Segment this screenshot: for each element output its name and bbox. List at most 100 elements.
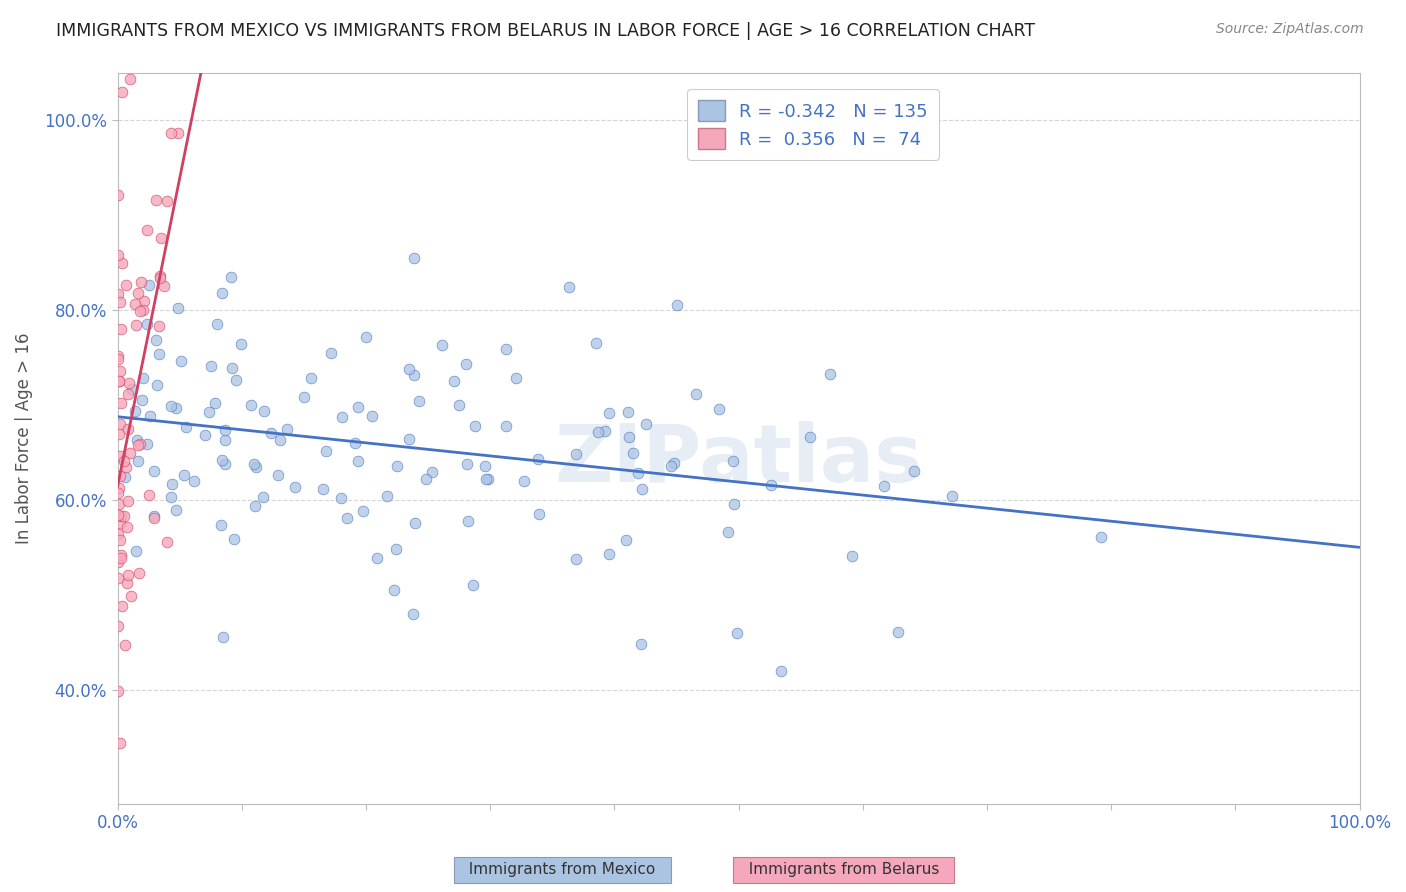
- Point: [112, 508, 135, 523]
- Point: [454, 357, 477, 371]
- Point: [225, 373, 247, 387]
- Point: [352, 504, 374, 518]
- Point: [128, 436, 150, 450]
- Point: [125, 318, 148, 333]
- Point: [117, 376, 139, 391]
- Point: [903, 464, 925, 478]
- Point: [330, 491, 353, 506]
- Point: [565, 447, 588, 461]
- Point: [415, 471, 437, 485]
- Point: [117, 422, 139, 436]
- Text: Immigrants from Belarus: Immigrants from Belarus: [738, 863, 949, 877]
- Point: [107, 684, 129, 698]
- Point: [666, 298, 689, 312]
- Point: [156, 194, 179, 208]
- Point: [108, 533, 131, 548]
- Point: [398, 432, 420, 446]
- Point: [356, 330, 378, 344]
- Point: [214, 433, 236, 447]
- Point: [127, 453, 149, 467]
- Point: [564, 552, 586, 566]
- Point: [239, 398, 262, 412]
- Point: [117, 387, 139, 401]
- Point: [107, 508, 129, 523]
- Point: [108, 417, 131, 431]
- Point: [145, 333, 167, 347]
- Point: [477, 472, 499, 486]
- Point: [449, 398, 471, 412]
- Point: [107, 426, 129, 441]
- Point: [443, 375, 465, 389]
- Point: [149, 271, 172, 285]
- Point: [153, 279, 176, 293]
- Point: [165, 401, 187, 416]
- Point: [107, 287, 129, 301]
- Point: [107, 618, 129, 632]
- Point: [148, 346, 170, 360]
- Point: [142, 509, 165, 524]
- Point: [627, 467, 650, 481]
- Point: [159, 399, 181, 413]
- Point: [107, 351, 129, 366]
- Point: [160, 126, 183, 140]
- Point: [526, 451, 548, 466]
- Point: [146, 378, 169, 392]
- Point: [513, 474, 536, 488]
- Point: [194, 428, 217, 442]
- Point: [200, 359, 222, 373]
- Point: [619, 430, 641, 444]
- Point: [630, 482, 652, 496]
- Point: [148, 318, 170, 333]
- Point: [761, 478, 783, 492]
- Point: [117, 494, 139, 508]
- Point: [128, 304, 150, 318]
- Point: [598, 547, 620, 561]
- Point: [107, 822, 129, 836]
- Point: [150, 231, 173, 245]
- Text: ZIPatlas: ZIPatlas: [554, 421, 922, 500]
- Point: [108, 374, 131, 388]
- Point: [132, 302, 155, 317]
- Point: [211, 285, 233, 300]
- Point: [253, 403, 276, 417]
- Point: [527, 507, 550, 521]
- Point: [505, 371, 527, 385]
- Y-axis label: In Labor Force | Age > 16: In Labor Force | Age > 16: [15, 333, 32, 544]
- Point: [404, 368, 426, 382]
- Point: [110, 736, 132, 750]
- Point: [252, 490, 274, 504]
- Point: [166, 126, 188, 140]
- Point: [375, 489, 398, 503]
- Point: [464, 418, 486, 433]
- Point: [127, 286, 149, 301]
- Point: [124, 297, 146, 311]
- Point: [404, 516, 426, 530]
- Point: [132, 293, 155, 308]
- Point: [108, 449, 131, 463]
- Point: [135, 317, 157, 331]
- Point: [132, 371, 155, 385]
- Point: [214, 423, 236, 437]
- Point: [135, 436, 157, 450]
- Point: [121, 382, 143, 396]
- Point: [212, 630, 235, 644]
- Point: [219, 269, 242, 284]
- Point: [127, 438, 149, 452]
- Text: IMMIGRANTS FROM MEXICO VS IMMIGRANTS FROM BELARUS IN LABOR FORCE | AGE > 16 CORR: IMMIGRANTS FROM MEXICO VS IMMIGRANTS FRO…: [56, 22, 1035, 40]
- Point: [586, 425, 609, 440]
- Point: [142, 464, 165, 478]
- Point: [115, 575, 138, 590]
- Point: [110, 516, 132, 530]
- Point: [276, 422, 298, 436]
- Point: [616, 405, 638, 419]
- Point: [107, 526, 129, 541]
- Point: [769, 664, 792, 678]
- Point: [131, 393, 153, 408]
- Point: [634, 417, 657, 432]
- Legend: R = -0.342   N = 135, R =  0.356   N =  74: R = -0.342 N = 135, R = 0.356 N = 74: [688, 89, 939, 160]
- Point: [475, 472, 498, 486]
- Point: [110, 551, 132, 566]
- Point: [110, 509, 132, 524]
- Point: [659, 459, 682, 474]
- Point: [321, 345, 343, 359]
